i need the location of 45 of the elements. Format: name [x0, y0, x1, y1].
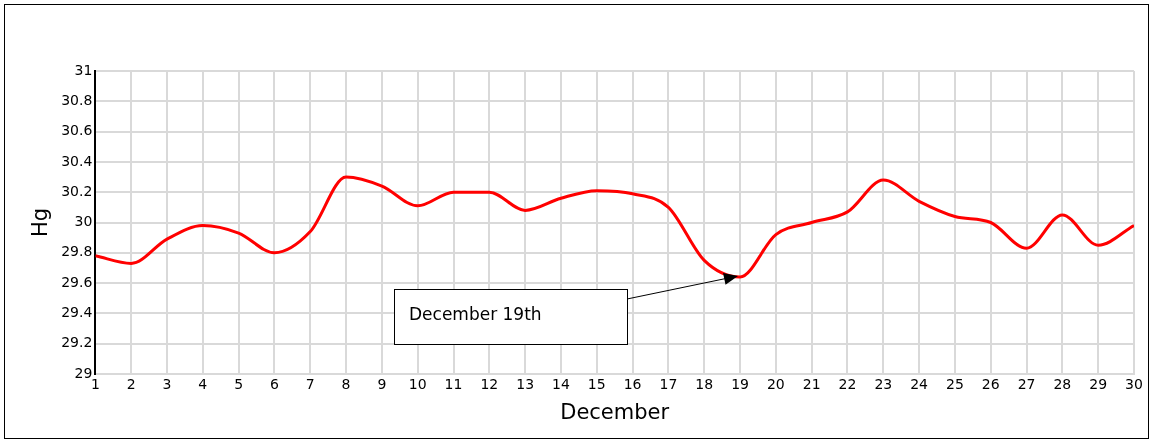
y-tick-label: 29.6: [61, 273, 93, 290]
x-tick-label: 23: [874, 376, 893, 393]
y-tick-label: 30.2: [61, 182, 93, 199]
x-tick-label: 30: [1125, 376, 1143, 393]
x-tick-label: 11: [444, 376, 463, 393]
annotation: December 19th: [409, 304, 542, 324]
x-tick-label: 20: [766, 376, 785, 393]
x-tick-label: 3: [162, 376, 172, 393]
y-tick-label: 31: [74, 61, 93, 78]
x-tick-label: 2: [126, 376, 136, 393]
x-tick-label: 22: [838, 376, 857, 393]
x-tick-label: 29: [1089, 376, 1108, 393]
y-tick-label: 30.6: [61, 122, 93, 139]
x-tick-label: 24: [910, 376, 929, 393]
y-tick-label: 29.4: [61, 304, 93, 321]
y-tick-label: 29.8: [61, 243, 93, 260]
x-tick-label: 14: [552, 376, 570, 393]
x-tick-label: 12: [480, 376, 499, 393]
x-tick-label: 27: [1017, 376, 1036, 393]
y-tick-label: 29.2: [61, 334, 93, 351]
x-tick-label: 28: [1053, 376, 1072, 393]
x-tick-label: 8: [341, 376, 351, 393]
x-tick-label: 1: [90, 376, 100, 393]
x-tick-label: 7: [305, 376, 315, 393]
y-tick-label: 29: [74, 364, 93, 381]
x-tick-label: 26: [981, 376, 1000, 393]
x-tick-label: 17: [659, 376, 678, 393]
x-tick-label: 18: [695, 376, 714, 393]
x-tick-label: 25: [946, 376, 964, 393]
y-tick-label: 30.8: [61, 91, 93, 108]
x-tick-label: 13: [516, 376, 535, 393]
y-tick-label: 30.4: [61, 152, 93, 169]
y-tick-label: 30: [74, 213, 93, 230]
x-tick-label: 10: [408, 376, 427, 393]
x-tick-label: 16: [623, 376, 642, 393]
x-tick-label: 9: [377, 376, 387, 393]
x-tick-label: 6: [269, 376, 279, 393]
x-tick-label: 15: [587, 376, 606, 393]
x-tick-label: 19: [731, 376, 749, 393]
x-axis-title: December: [560, 399, 670, 424]
line-series: [95, 175, 1134, 279]
y-axis-title: Hg: [28, 207, 53, 238]
x-tick-label: 21: [802, 376, 821, 393]
x-tick-label: 5: [234, 376, 244, 393]
x-tick-label: 4: [198, 376, 208, 393]
